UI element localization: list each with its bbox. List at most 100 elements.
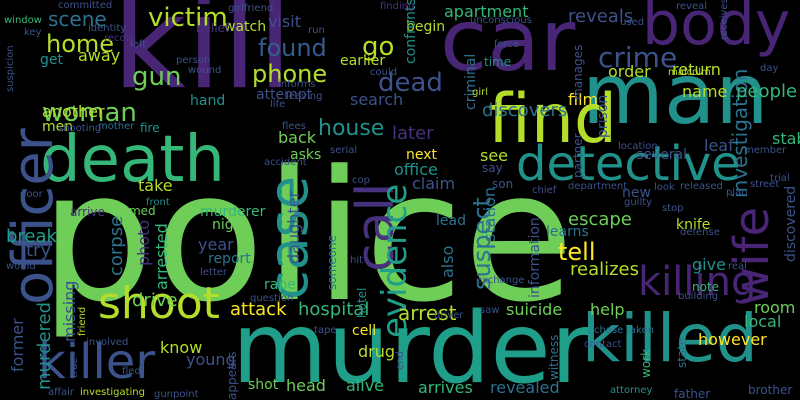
word-know: know xyxy=(160,338,203,357)
word-state: state xyxy=(675,337,689,368)
word-fire: fire xyxy=(140,121,160,135)
word-informs: informs xyxy=(278,79,316,90)
word-several: several xyxy=(636,147,688,163)
word-leaf: leaf xyxy=(704,136,734,155)
word-office: office xyxy=(394,160,438,179)
word-arrested: arrested xyxy=(152,223,171,290)
word-local: local xyxy=(744,312,782,331)
word-get: get xyxy=(40,52,63,68)
word-suspicion: suspicion xyxy=(5,45,16,92)
word-murder: murder xyxy=(232,292,591,400)
word-guilty: guilty xyxy=(624,197,653,208)
word-new: new xyxy=(622,185,651,201)
word-attack: attack xyxy=(230,299,287,320)
word-attempt: attempt xyxy=(256,87,313,103)
word-accident: accident xyxy=(264,157,307,168)
word-photo: photo xyxy=(134,219,153,266)
word-claim: claim xyxy=(412,174,456,193)
word-shot: shot xyxy=(248,377,279,393)
word-investigating: investigating xyxy=(80,387,145,398)
word-missing: missing xyxy=(60,280,79,342)
word-daughter: daughter xyxy=(284,190,303,264)
word-try: try xyxy=(26,240,52,261)
word-serial: serial xyxy=(330,145,358,156)
word-tape: tape xyxy=(314,325,337,336)
word-arrest: arrest xyxy=(398,301,457,325)
word-learns: learns xyxy=(546,224,589,240)
word-left: left xyxy=(130,39,147,50)
word-life: life xyxy=(270,99,286,110)
word-former: former xyxy=(8,318,27,372)
word-begin: begin xyxy=(406,19,446,35)
word-take: take xyxy=(138,176,173,195)
word-key: key xyxy=(24,27,42,38)
word-help: help xyxy=(590,300,625,319)
word-knife: knife xyxy=(676,217,711,233)
word-driver: driver xyxy=(434,310,464,321)
word-exchange: exchange xyxy=(476,275,525,286)
word-alive: alive xyxy=(346,376,385,395)
word-end: end xyxy=(395,351,406,370)
word-stab: stab xyxy=(772,129,800,148)
word-look: look xyxy=(654,182,675,193)
word-order: order xyxy=(608,62,651,81)
word-record: record xyxy=(104,33,136,44)
word-officer: officer xyxy=(1,128,66,305)
word-letter: letter xyxy=(200,267,228,278)
word-detective: detective xyxy=(516,136,741,192)
word-phone: phone xyxy=(252,60,328,88)
word-people: people xyxy=(736,81,798,102)
word-reveal: reveal xyxy=(676,1,708,12)
word-scene: scene xyxy=(48,7,107,31)
word-department: department xyxy=(568,181,628,192)
word-real: real xyxy=(728,261,747,272)
word-true: true xyxy=(69,357,80,378)
word-break: break xyxy=(6,226,57,247)
word-contact: contact xyxy=(584,339,622,350)
word-go: go xyxy=(362,32,395,62)
word-partner: partner xyxy=(571,133,585,178)
word-station: station xyxy=(480,186,499,242)
word-tell: tell xyxy=(558,238,596,266)
word-force: force xyxy=(494,39,520,50)
word-cop: cop xyxy=(352,175,370,186)
word-head: head xyxy=(286,376,326,395)
word-arrive: arrive xyxy=(70,205,105,219)
word-location: location xyxy=(618,141,658,152)
word-door: door xyxy=(20,189,43,200)
word-film: film xyxy=(568,90,599,109)
word-reveals: reveals xyxy=(568,6,634,27)
word-fled: fled xyxy=(122,366,141,377)
word-trial: trial xyxy=(770,173,790,184)
word-give: give xyxy=(692,255,726,274)
word-home: home xyxy=(46,30,115,58)
word-shoot: shoot xyxy=(98,278,220,329)
word-lead: lead xyxy=(436,213,466,229)
word-corpse: corpse xyxy=(106,215,127,276)
word-leaving: leaving xyxy=(286,91,323,102)
word-prison: prison xyxy=(595,94,611,138)
word-revealed: revealed xyxy=(490,378,560,397)
word-would: would xyxy=(6,261,36,272)
word-question: question xyxy=(250,293,294,304)
word-watch: watch xyxy=(224,19,267,35)
word-young: young xyxy=(186,350,236,369)
word-police: police xyxy=(40,133,575,342)
word-building: building xyxy=(678,291,719,302)
word-finding: finding xyxy=(380,1,415,12)
word-time: time xyxy=(484,55,512,69)
word-committed: committed xyxy=(58,0,113,11)
word-earlier: earlier xyxy=(340,53,386,69)
word-witness: witness xyxy=(547,334,561,380)
word-released: released xyxy=(680,181,723,192)
word-identity: identity xyxy=(88,23,127,34)
word-belief: belief xyxy=(196,21,230,35)
word-woman: woman xyxy=(42,98,137,128)
word-attorney: attorney xyxy=(610,385,653,396)
word-year: year xyxy=(198,235,234,254)
word-cell: cell xyxy=(352,323,377,339)
word-note: note xyxy=(692,280,720,294)
word-escape: escape xyxy=(568,209,632,230)
word-apartment: apartment xyxy=(444,2,529,21)
word-mother: mother xyxy=(98,121,135,132)
